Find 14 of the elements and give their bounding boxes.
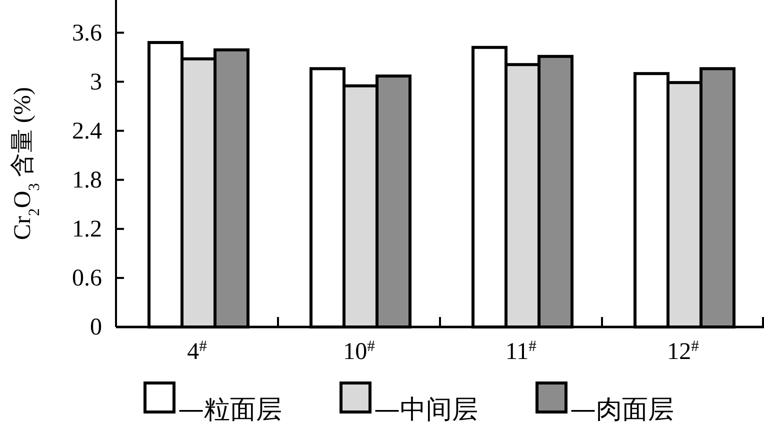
x-tick-label: 12$^{#}$	[667, 338, 700, 365]
x-tick-label: 11$^{#}$	[506, 338, 537, 365]
legend-label: —肉面层	[570, 395, 674, 425]
y-tick-label: 1.2	[72, 216, 102, 243]
y-tick-label: 0.6	[72, 266, 102, 292]
y-tick-label: 1.8	[72, 168, 102, 194]
y-tick-label: 3	[90, 69, 102, 96]
y-tick-label: 2.4	[72, 118, 102, 144]
y-tick-label: 3.6	[72, 20, 102, 46]
x-tick-label: 4$^{#}$	[187, 338, 208, 365]
legend-label: —中间层	[374, 395, 478, 425]
legend-label: —粒面层	[178, 395, 282, 425]
x-tick-label: 10$^{#}$	[343, 338, 376, 365]
y-tick-label: 0	[90, 314, 102, 341]
